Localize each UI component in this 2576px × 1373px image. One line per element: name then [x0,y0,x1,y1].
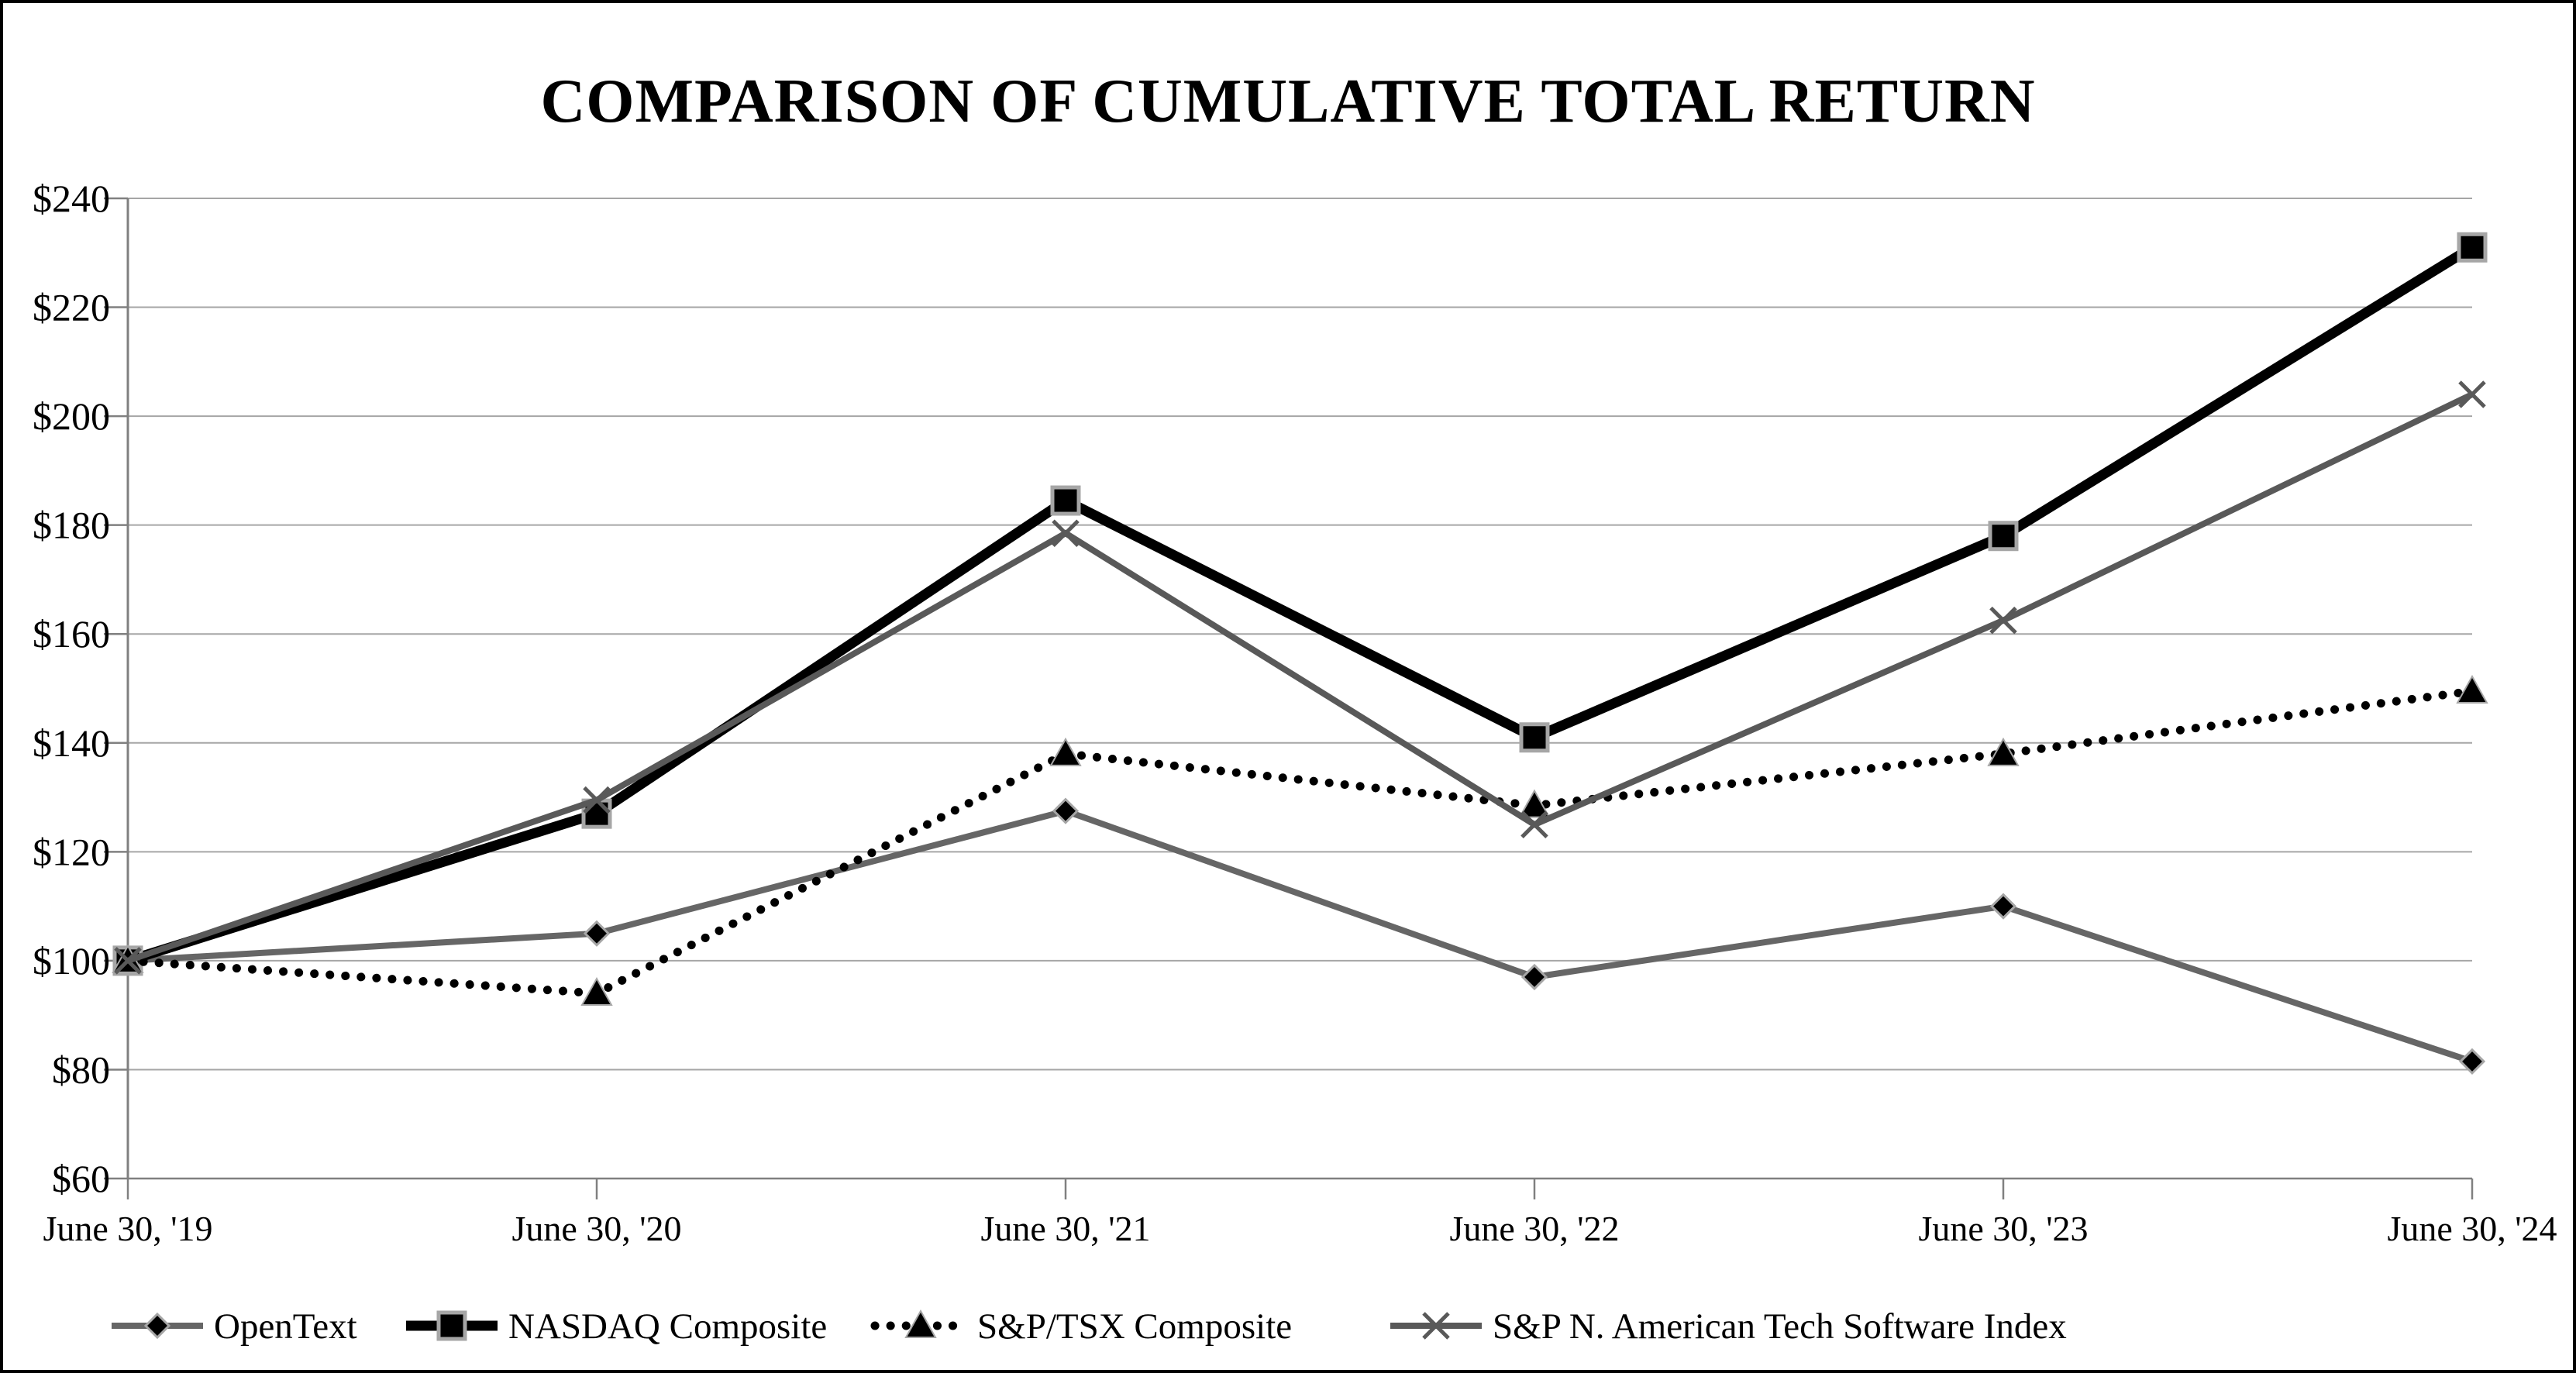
legend-item-s-p-n-american-tech-software-index [1390,1312,1482,1340]
x-marker [1422,1312,1450,1340]
triangle-marker [2456,674,2488,704]
series-s-p-n-american-tech-software-index [114,380,2486,975]
x-tick-label: June 30, '22 [1449,1209,1619,1248]
series-line [123,686,2477,998]
legend-item-opentext [112,1312,203,1340]
y-tick-label: $80 [52,1048,110,1091]
y-tick-label: $100 [33,939,110,982]
y-tick-label: $60 [52,1157,110,1200]
x-tick-label: June 30, '23 [1918,1209,2088,1248]
square-marker [1519,722,1550,753]
triangle-marker [580,977,613,1007]
x-tick-label: June 30, '19 [43,1209,212,1248]
x-marker [114,947,142,975]
x-tick-label: June 30, '21 [980,1209,1150,1248]
x-marker [1989,606,2017,635]
y-tick-label: $220 [33,286,110,329]
y-tick-label: $240 [33,177,110,220]
legend-label: NASDAQ Composite [508,1306,827,1347]
x-marker [583,786,611,814]
triangle-marker [904,1309,937,1338]
y-tick-label: $180 [33,504,110,547]
legend-item-nasdaq-composite [406,1310,498,1341]
line-chart-plot: $60 $80 $100 $120 $140 $160 $180 $200 $220 $240 Ju… [33,177,2557,1347]
triangle-marker [1518,789,1551,818]
chart-title: COMPARISON OF CUMULATIVE TOTAL RETURN [540,67,2036,136]
x-marker [1052,519,1080,547]
diamond-marker [1052,797,1080,824]
legend-label: S&P N. American Tech Software Index [1493,1306,2067,1347]
legend-label: S&P/TSX Composite [977,1306,1292,1347]
series-line [127,807,2474,1065]
square-marker [1988,521,2019,552]
diamond-marker [1520,963,1548,991]
square-marker [2457,232,2488,263]
chart-legend [112,1309,1482,1341]
legend-label: OpenText [214,1306,357,1347]
x-tick-label: June 30, '20 [511,1209,681,1248]
series-line [126,243,2475,966]
series-line [126,391,2474,964]
square-marker [436,1310,467,1341]
series-nasdaq-composite [112,232,2488,976]
y-tick-label: $160 [33,612,110,656]
triangle-marker [1987,737,2020,766]
diamond-marker [1989,893,2017,920]
x-marker [2458,380,2486,408]
y-tick-label: $200 [33,394,110,438]
diamond-marker [583,920,611,947]
series-opentext [114,797,2486,1075]
y-tick-label: $140 [33,721,110,765]
diamond-marker [2458,1048,2486,1075]
triangle-marker [1049,737,1082,766]
y-tick-label: $120 [33,830,110,873]
x-tick-label: June 30, '24 [2387,1209,2557,1248]
legend-item-s-p-tsx-composite [870,1309,971,1338]
diamond-marker [143,1312,171,1340]
square-marker [1050,485,1081,516]
x-marker [1520,810,1548,838]
gridlines [104,197,2474,1199]
